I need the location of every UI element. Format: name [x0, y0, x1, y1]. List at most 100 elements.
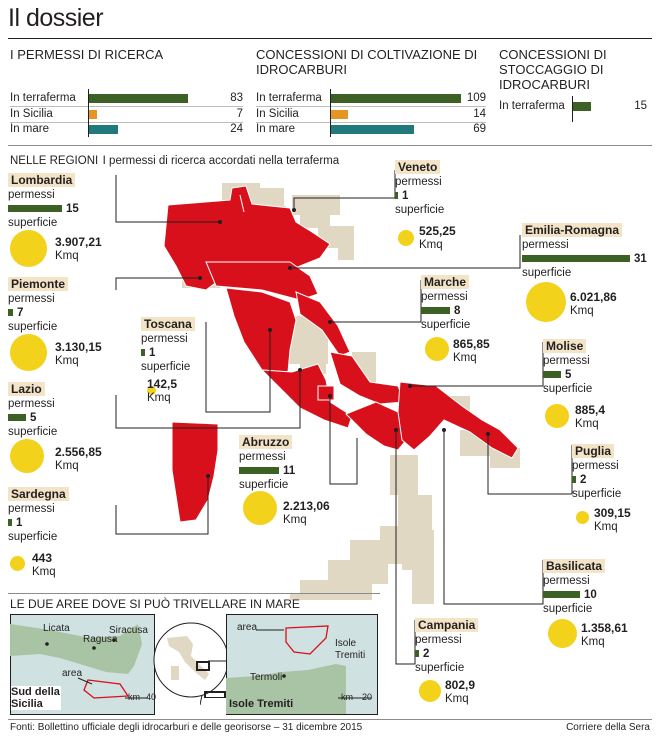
area-unit: Kmq [55, 250, 79, 262]
permits-count: 15 [66, 203, 79, 215]
region-emilia-romagna: Emilia-Romagna permessi 31 superficie 6.… [522, 223, 654, 323]
area-value: 6.021,86 [570, 290, 617, 304]
region-name: Piemonte [8, 277, 69, 291]
area-circle [10, 230, 47, 267]
region-name: Marche [421, 275, 470, 289]
leader-dots [198, 208, 490, 478]
area-unit: Kmq [419, 239, 443, 251]
region-abruzzo: Abruzzo permessi 11 superficie 2.213,06 … [239, 435, 361, 535]
permits-count: 8 [454, 305, 461, 317]
permits-count: 2 [580, 474, 587, 486]
area-circle [10, 556, 25, 571]
row-value: 14 [473, 108, 486, 120]
superficie-label: superficie [572, 488, 622, 500]
permessi-label: permessi [141, 333, 188, 345]
row-value: 69 [473, 123, 486, 135]
region-sardegna: Sardegna permessi 1 superficie 443 Kmq [8, 487, 123, 582]
region-name: Sardegna [8, 487, 69, 501]
region-name: Lombardia [8, 173, 76, 187]
permits-bar [522, 255, 630, 263]
region-molise: Molise permessi 5 superficie 885,4 Kmq [543, 339, 643, 434]
permessi-label: permessi [239, 451, 286, 463]
row-value: 24 [230, 123, 243, 135]
row-label: In Sicilia [10, 108, 53, 120]
region-lombardia: Lombardia permessi 15 superficie 3.907,2… [8, 173, 123, 273]
permits-bar [141, 349, 145, 357]
summary-heading-storage: CONCESSIONI DI STOCCAGGIO DI IDROCARBURI [499, 47, 607, 92]
tremiti-label: Isole Tremiti [229, 698, 294, 710]
area-value: 885,4 [575, 403, 606, 417]
region-name: Lazio [8, 382, 45, 396]
summary-heading-cultivation: CONCESSIONI DI COLTIVAZIONE DI IDROCARBU… [256, 47, 478, 77]
area-value: 1.358,61 [581, 621, 628, 635]
area-unit: Kmq [55, 355, 79, 367]
area-circle [576, 511, 589, 524]
area-value: 3.130,15 [55, 340, 102, 354]
area-circle [10, 334, 47, 371]
tremiti-area-label: area [237, 622, 258, 633]
permessi-label: permessi [8, 293, 55, 305]
row-label: In Sicilia [256, 108, 299, 120]
row-bar [89, 125, 118, 134]
credit: Corriere della Sera [566, 722, 650, 733]
area-circle [548, 619, 577, 648]
region-marche: Marche permessi 8 superficie 865,85 Kmq [421, 275, 516, 370]
region-name: Molise [543, 339, 587, 353]
area-circle [243, 491, 277, 525]
permits-bar [543, 371, 561, 379]
area-unit: Kmq [575, 418, 599, 430]
superficie-label: superficie [8, 531, 58, 543]
area-circle [545, 404, 569, 428]
area-unit: Kmq [55, 460, 79, 472]
page-title: Il dossier [8, 4, 104, 32]
superficie-label: superficie [239, 479, 289, 491]
row-bar [331, 110, 348, 119]
summary-row: In Sicilia 7 [10, 107, 243, 123]
region-toscana: Toscana permessi 1 superficie 142,5 Kmq [141, 317, 213, 412]
area-unit: Kmq [32, 566, 56, 578]
area-value: 802,9 [445, 678, 476, 692]
area-circle [526, 282, 566, 322]
summary-row: In mare 69 [256, 122, 486, 137]
superficie-label: superficie [543, 603, 593, 615]
area-unit: Kmq [283, 514, 307, 526]
permits-count: 2 [423, 648, 430, 660]
area-unit: Kmq [453, 352, 477, 364]
area-circle [10, 439, 44, 473]
superficie-label: superficie [8, 321, 58, 333]
row-value: 83 [230, 92, 243, 104]
row-label: In terraferma [256, 92, 322, 104]
permessi-label: permessi [421, 291, 468, 303]
area-unit: Kmq [570, 305, 594, 317]
permits-count: 1 [149, 347, 156, 359]
permits-count: 5 [565, 369, 572, 381]
sea-section-title: LE DUE AREE DOVE SI PUÒ TRIVELLARE IN MA… [10, 597, 300, 611]
permessi-label: permessi [522, 239, 569, 251]
permessi-label: permessi [572, 460, 619, 472]
summary-row: In Sicilia 14 [256, 107, 486, 123]
permessi-label: permessi [8, 503, 55, 515]
area-value: 2.556,85 [55, 445, 102, 459]
area-value: 309,15 [594, 506, 631, 520]
place-ragusa: Ragusa [83, 634, 118, 645]
region-name: Toscana [141, 317, 195, 331]
permits-bar [239, 467, 279, 475]
title-rule [8, 38, 652, 39]
permits-count: 1 [402, 190, 409, 202]
summary-row: In terraferma 15 [499, 99, 647, 114]
row-value: 109 [466, 92, 486, 104]
region-piemonte: Piemonte permessi 7 superficie 3.130,15 … [8, 277, 123, 377]
superficie-label: superficie [395, 204, 445, 216]
row-value: 15 [634, 100, 647, 112]
area-circle [425, 337, 449, 361]
permits-count: 1 [16, 517, 23, 529]
tremiti-inset [226, 614, 378, 715]
row-value: 7 [236, 108, 243, 120]
region-puglia: Puglia permessi 2 superficie 309,15 Kmq [572, 444, 657, 539]
area-circle [398, 230, 414, 246]
permits-bar [415, 650, 419, 658]
sicily-inset [10, 614, 155, 715]
locator-links [200, 660, 226, 705]
tremiti-scale-unit: km [341, 692, 353, 702]
sicily-scale-unit: km [128, 692, 140, 702]
